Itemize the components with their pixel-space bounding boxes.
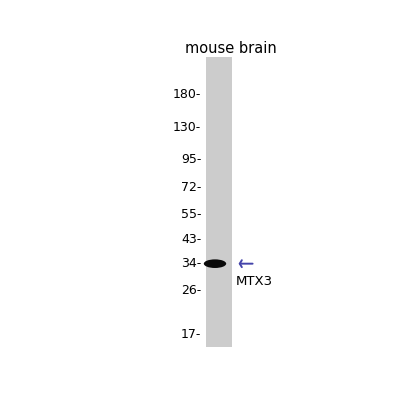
Text: 72-: 72- — [181, 181, 201, 194]
Bar — [206, 57, 232, 347]
Ellipse shape — [204, 259, 226, 268]
Text: mouse brain: mouse brain — [186, 41, 277, 56]
Text: 26-: 26- — [181, 284, 201, 298]
Text: 95-: 95- — [181, 153, 201, 166]
Text: 34-: 34- — [181, 257, 201, 270]
Text: 17-: 17- — [181, 328, 201, 340]
Text: 130-: 130- — [173, 121, 201, 134]
Text: MTX3: MTX3 — [235, 275, 272, 288]
Text: 43-: 43- — [181, 233, 201, 246]
Text: 180-: 180- — [173, 88, 201, 101]
Text: 55-: 55- — [181, 208, 201, 221]
